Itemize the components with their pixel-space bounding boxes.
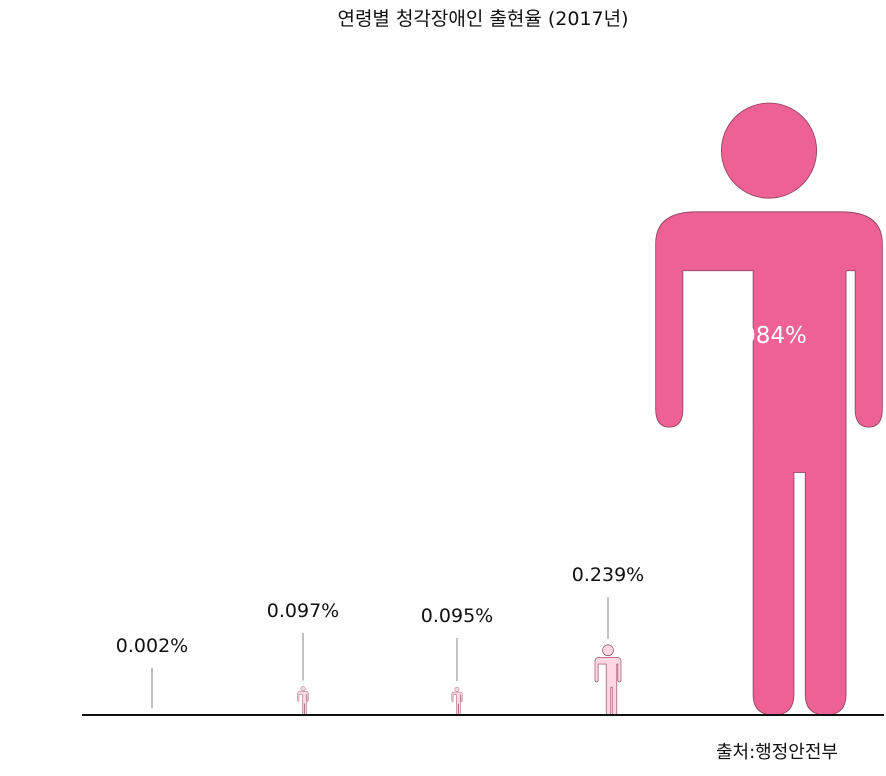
person-figure-5 [655, 102, 883, 716]
data-label-1: 0.002% [116, 635, 188, 657]
data-label-4: 0.239% [572, 564, 644, 586]
person-figure-2 [297, 686, 309, 716]
person-figure-3 [451, 686, 463, 716]
data-label-3: 0.095% [421, 605, 493, 627]
source-note: 출처:행정안전부 [716, 742, 838, 763]
data-label-5: 2.084% [719, 323, 807, 349]
chart-title: 연령별 청각장애인 출현율 (2017년) [337, 8, 629, 30]
person-figure-4 [594, 644, 622, 716]
data-label-2: 0.097% [267, 600, 339, 622]
